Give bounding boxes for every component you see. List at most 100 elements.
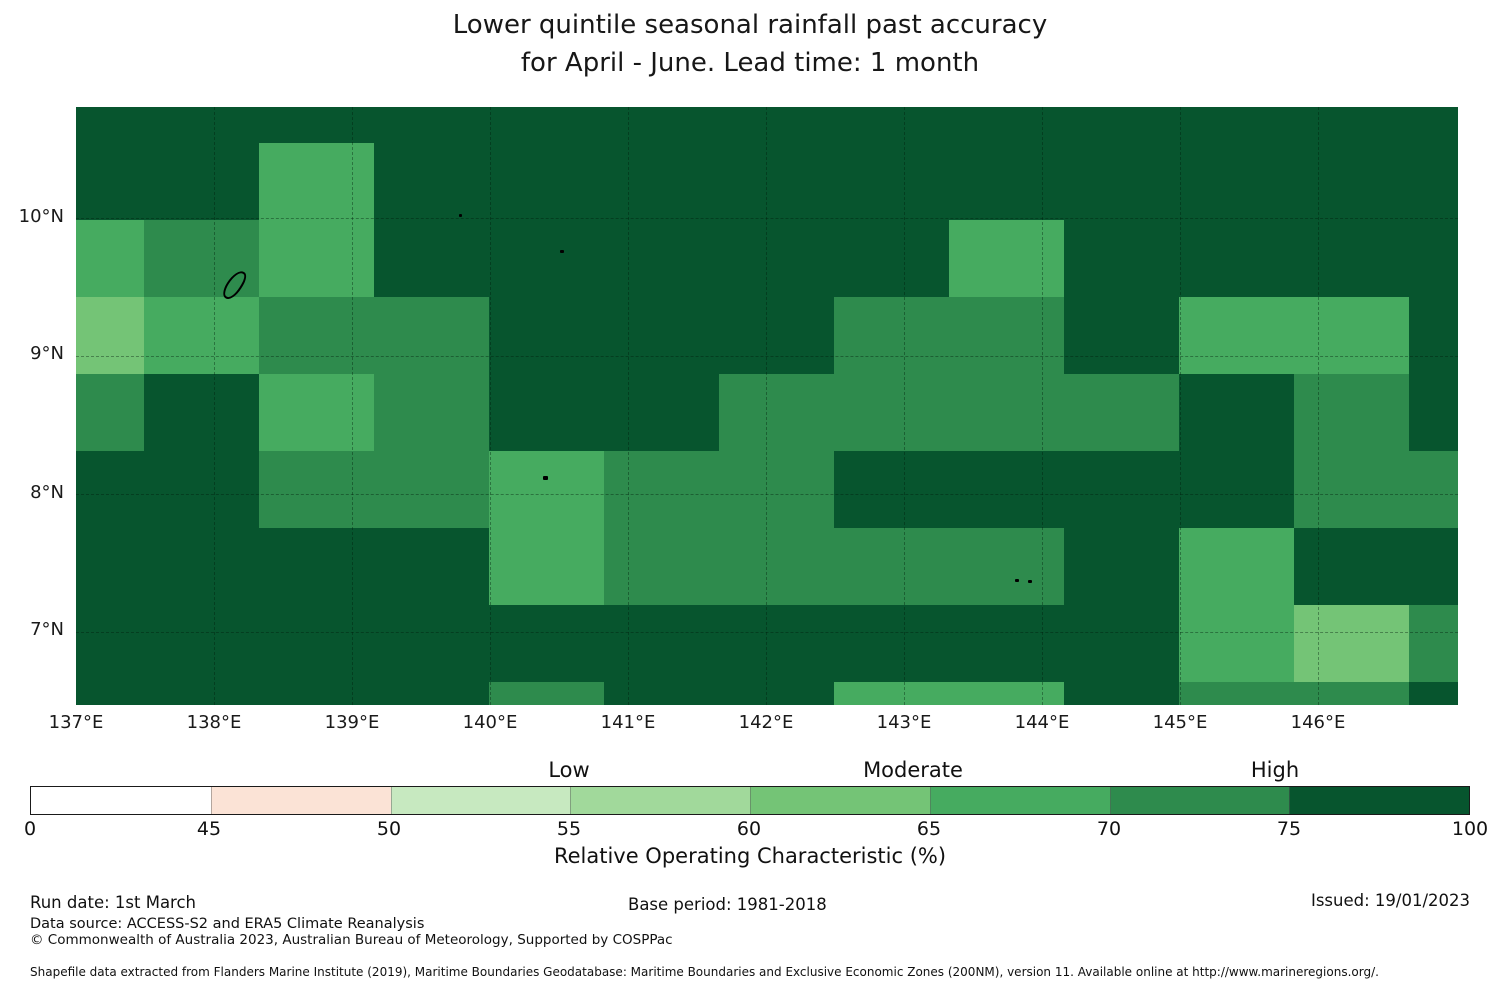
colorbar-bin-75-100 xyxy=(1289,787,1469,814)
heatmap-cell xyxy=(604,297,719,374)
colorbar-tick-label: 65 xyxy=(916,818,942,840)
x-tick-label: 137°E xyxy=(48,712,104,733)
heatmap-cell xyxy=(719,107,834,143)
heatmap-cell xyxy=(1294,143,1409,220)
longitude-gridline xyxy=(352,107,353,705)
heatmap-cell xyxy=(374,143,489,220)
heatmap-cell xyxy=(719,374,834,451)
heatmap-cell xyxy=(489,220,604,297)
x-tick-label: 141°E xyxy=(600,712,656,733)
heatmap-cell xyxy=(604,605,719,682)
heatmap-cell xyxy=(489,528,604,605)
heatmap-cell xyxy=(1294,107,1409,143)
heatmap-cell xyxy=(1294,297,1409,374)
heatmap-cell xyxy=(374,107,489,143)
heatmap-cell xyxy=(489,143,604,220)
heatmap-cell xyxy=(1064,605,1179,682)
heatmap-cell xyxy=(834,107,949,143)
heatmap-cell xyxy=(719,297,834,374)
heatmap-cell xyxy=(1064,107,1179,143)
heatmap-cell xyxy=(144,374,259,451)
heatmap-cell xyxy=(1179,374,1294,451)
heatmap-cell xyxy=(834,297,949,374)
heatmap-cell xyxy=(1064,143,1179,220)
heatmap-cell xyxy=(834,374,949,451)
colorbar-bin-50-55 xyxy=(390,787,571,814)
heatmap-cell xyxy=(1064,297,1179,374)
heatmap-cell xyxy=(949,605,1064,682)
chart-title: Lower quintile seasonal rainfall past ac… xyxy=(0,6,1500,82)
longitude-gridline xyxy=(766,107,767,705)
colorbar-bin-55-60 xyxy=(570,787,750,814)
data-source-text: Data source: ACCESS-S2 and ERA5 Climate … xyxy=(30,916,425,932)
x-tick-label: 143°E xyxy=(876,712,932,733)
heatmap-cell xyxy=(1179,682,1294,705)
heatmap-cell xyxy=(144,682,259,705)
heatmap-cell xyxy=(834,220,949,297)
island-dot-4 xyxy=(1015,579,1019,582)
heatmap-cell xyxy=(949,220,1064,297)
copyright-text: © Commonwealth of Australia 2023, Austra… xyxy=(30,932,673,948)
heatmap-cell xyxy=(834,451,949,528)
heatmap-cell xyxy=(489,682,604,705)
heatmap-cell xyxy=(144,605,259,682)
colorbar-tick-label: 70 xyxy=(1096,818,1122,840)
heatmap-cell xyxy=(719,220,834,297)
latitude-gridline xyxy=(76,632,1458,633)
colorbar-bin-45-50 xyxy=(210,787,391,814)
base-period-text: Base period: 1981-2018 xyxy=(628,895,827,914)
heatmap-cell xyxy=(1409,220,1458,297)
x-tick-label: 142°E xyxy=(738,712,794,733)
heatmap-cell xyxy=(259,451,374,528)
heatmap-cell xyxy=(489,297,604,374)
longitude-gridline xyxy=(490,107,491,705)
heatmap-cell xyxy=(1179,107,1294,143)
latitude-gridline xyxy=(76,218,1458,219)
heatmap-cell xyxy=(604,374,719,451)
heatmap-cell xyxy=(489,451,604,528)
colorbar-tick-label: 60 xyxy=(736,818,762,840)
heatmap-cell xyxy=(144,528,259,605)
heatmap-cell xyxy=(259,605,374,682)
heatmap-cell xyxy=(1179,297,1294,374)
heatmap-cell xyxy=(374,682,489,705)
colorbar-category-moderate: Moderate xyxy=(863,758,963,782)
shapefile-attribution-text: Shapefile data extracted from Flanders M… xyxy=(30,965,1379,979)
heatmap-cell xyxy=(949,143,1064,220)
heatmap-cell xyxy=(1064,682,1179,705)
heatmap-cell xyxy=(144,220,259,297)
island-dot-1 xyxy=(459,214,462,217)
heatmap-cell xyxy=(76,374,144,451)
heatmap-cell xyxy=(374,528,489,605)
heatmap-cell xyxy=(76,682,144,705)
heatmap-cell xyxy=(374,451,489,528)
heatmap-cell xyxy=(76,297,144,374)
heatmap-cell xyxy=(1294,528,1409,605)
heatmap-cell xyxy=(949,107,1064,143)
colorbar-bin-60-65 xyxy=(750,787,930,814)
y-tick-label: 8°N xyxy=(30,482,64,503)
heatmap-cell xyxy=(1294,605,1409,682)
longitude-gridline xyxy=(1042,107,1043,705)
heatmap-cell xyxy=(76,451,144,528)
heatmap-cell xyxy=(374,374,489,451)
heatmap-cell xyxy=(719,528,834,605)
heatmap-cell xyxy=(374,220,489,297)
roc-heatmap xyxy=(76,107,1458,705)
longitude-gridline xyxy=(1180,107,1181,705)
heatmap-cell xyxy=(76,605,144,682)
heatmap-cell xyxy=(949,374,1064,451)
heatmap-cell xyxy=(604,451,719,528)
heatmap-cell xyxy=(719,605,834,682)
heatmap-cell xyxy=(1294,682,1409,705)
y-tick-label: 10°N xyxy=(18,206,64,227)
longitude-gridline xyxy=(904,107,905,705)
heatmap-cell xyxy=(1064,528,1179,605)
heatmap-cell xyxy=(604,220,719,297)
heatmap-cell xyxy=(144,107,259,143)
heatmap-cell xyxy=(834,605,949,682)
heatmap-cell xyxy=(259,528,374,605)
colorbar-bin-0-45 xyxy=(31,787,211,814)
chart-title-line1: Lower quintile seasonal rainfall past ac… xyxy=(452,10,1048,40)
island-dot-2 xyxy=(560,250,564,253)
